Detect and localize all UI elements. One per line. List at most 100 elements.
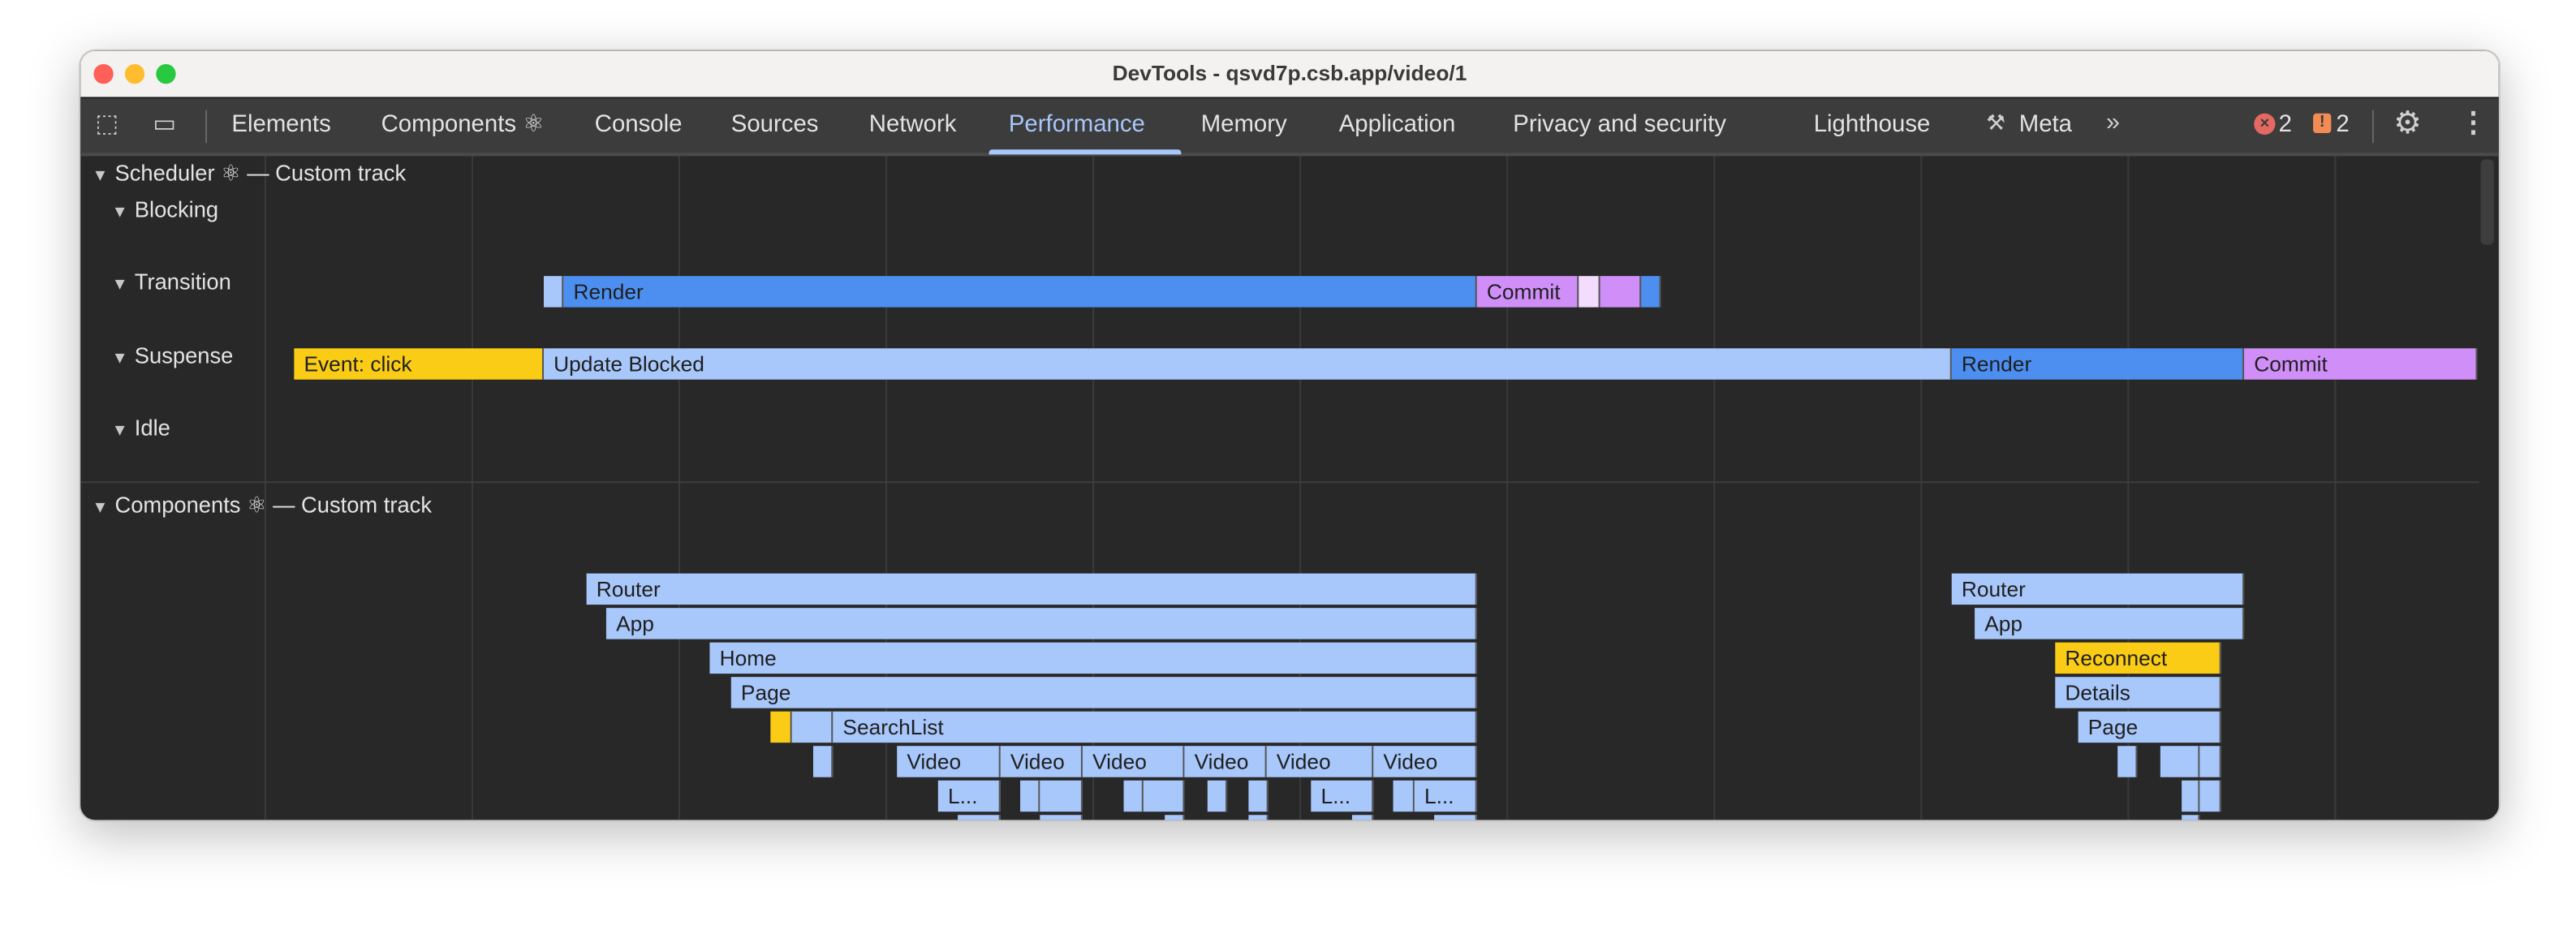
component-video[interactable]: Video [1082, 746, 1185, 777]
component-unnamed[interactable] [1393, 780, 1415, 812]
component-unnamed[interactable] [2182, 780, 2200, 812]
blocking-commit-bar[interactable]: Commit [1476, 276, 1579, 308]
component-unnamed[interactable] [2160, 746, 2200, 777]
blocking-render-bar[interactable]: Render [563, 276, 1477, 308]
components-track-header[interactable]: ▼ Components ⚛ — Custom track [92, 493, 432, 519]
scheduler-track-header[interactable]: ▼ Scheduler ⚛ — Custom track [92, 161, 406, 187]
component-video[interactable]: Video [1184, 746, 1267, 777]
component-unnamed[interactable] [791, 711, 834, 743]
blocking-passive-effects-bar[interactable] [1600, 276, 1642, 308]
blocking-render-bar-2[interactable] [1641, 276, 1661, 308]
component-reconnect[interactable]: Reconnect [2055, 642, 2221, 674]
transition-update-blocked-bar[interactable]: Update Blocked [544, 348, 1952, 380]
component-unnamed[interactable] [1123, 780, 1144, 812]
vertical-scrollbar[interactable] [2480, 159, 2494, 245]
component-app[interactable]: App [605, 608, 1477, 639]
tab-network[interactable]: Network [868, 111, 957, 139]
tab-sources[interactable]: Sources [730, 111, 819, 139]
component-unnamed[interactable] [958, 815, 1001, 820]
meta-tools-icon: ⚒ [1986, 110, 2005, 136]
component-router[interactable]: Router [1951, 573, 2245, 605]
lane-transition[interactable]: ▼ Transition [112, 269, 231, 294]
component-app[interactable]: App [1975, 608, 2245, 639]
tab-meta[interactable]: Meta [2018, 111, 2073, 139]
component-unnamed[interactable] [1040, 780, 1083, 812]
component-unnamed[interactable] [1143, 780, 1185, 812]
expand-triangle-icon: ▼ [111, 204, 128, 222]
component-unnamed[interactable] [1351, 815, 1374, 820]
tab-console[interactable]: Console [594, 111, 683, 139]
expand-triangle-icon: ▼ [92, 499, 109, 518]
transition-event-bar[interactable]: Event: click [294, 348, 545, 380]
warning-icon[interactable]: ! [2313, 113, 2332, 134]
tab-performance[interactable]: Performance [1008, 111, 1145, 139]
warning-count[interactable]: 2 [2336, 111, 2350, 139]
performance-timeline[interactable]: ▼ Scheduler ⚛ — Custom track ▼ Blocking ▼ T… [80, 156, 2499, 820]
component-unnamed[interactable] [1207, 780, 1228, 812]
component-unnamed[interactable] [1165, 815, 1185, 820]
lane-label: Suspense [134, 343, 234, 368]
tab-elements[interactable]: Elements [231, 111, 331, 139]
component-home[interactable]: Home [709, 642, 1477, 674]
transition-commit-bar[interactable]: Commit [2244, 348, 2478, 380]
component-unnamed[interactable] [1434, 815, 1477, 820]
lane-label: Transition [134, 269, 231, 295]
component-truncated[interactable]: L... [1414, 780, 1477, 812]
tab-lighthouse[interactable]: Lighthouse [1813, 111, 1931, 139]
component-searchlist[interactable]: SearchList [833, 711, 1477, 743]
component-unnamed[interactable] [2199, 746, 2221, 777]
track-divider [80, 481, 2479, 484]
component-details[interactable]: Details [2055, 677, 2221, 708]
component-unnamed[interactable] [2182, 815, 2200, 820]
component-video[interactable]: Video [1373, 746, 1477, 777]
devtools-window: DevTools - qsvd7p.csb.app/video/1 ⬚ ▭ El… [79, 49, 2501, 822]
minimize-window-button[interactable] [124, 63, 145, 84]
tab-components[interactable]: Components ⚛ [381, 111, 545, 139]
component-unnamed[interactable] [2199, 780, 2221, 812]
tab-privacy-and-security[interactable]: Privacy and security [1513, 111, 1726, 139]
component-video[interactable]: Video [897, 746, 1001, 777]
title-bar: DevTools - qsvd7p.csb.app/video/1 [80, 50, 2499, 99]
device-toggle-icon[interactable]: ▭ [153, 110, 176, 139]
more-options-icon[interactable]: ⋮ [2459, 106, 2488, 139]
component-router[interactable]: Router [586, 573, 1477, 605]
lane-suspense[interactable]: ▼ Suspense [112, 343, 234, 368]
blocking-update-bar[interactable] [544, 276, 564, 308]
blocking-remaining-effects-bar[interactable] [1579, 276, 1600, 308]
component-unnamed[interactable] [1020, 780, 1040, 812]
component-unnamed[interactable] [812, 746, 834, 777]
inspect-element-icon[interactable]: ⬚ [95, 110, 119, 139]
component-unnamed[interactable] [1248, 780, 1269, 812]
tab-application[interactable]: Application [1338, 111, 1456, 139]
component-truncated[interactable]: L... [1311, 780, 1374, 812]
expand-triangle-icon: ▼ [111, 276, 128, 295]
devtools-tab-bar: ⬚ ▭ Elements Components ⚛ Console Source… [80, 98, 2499, 157]
component-page[interactable]: Page [2078, 711, 2221, 743]
close-window-button[interactable] [93, 63, 114, 84]
error-count[interactable]: 2 [2278, 111, 2292, 139]
component-unnamed[interactable] [1248, 815, 1269, 820]
component-unnamed[interactable] [1040, 815, 1083, 820]
component-video[interactable]: Video [1000, 746, 1083, 777]
lane-blocking[interactable]: ▼ Blocking [112, 197, 218, 222]
settings-icon[interactable]: ⚙ [2393, 106, 2422, 142]
component-suspended[interactable] [770, 711, 792, 743]
error-icon[interactable]: × [2254, 113, 2276, 136]
active-tab-indicator [989, 149, 1182, 155]
expand-triangle-icon: ▼ [111, 422, 128, 441]
track-title: Components ⚛ — Custom track [114, 493, 433, 518]
component-page[interactable]: Page [730, 677, 1477, 708]
divider [205, 110, 208, 144]
more-tabs-icon[interactable]: » [2106, 108, 2120, 137]
window-title: DevTools - qsvd7p.csb.app/video/1 [1112, 60, 1467, 86]
tab-memory[interactable]: Memory [1200, 111, 1287, 139]
zoom-window-button[interactable] [156, 63, 176, 84]
component-unnamed[interactable] [2117, 746, 2138, 777]
expand-triangle-icon: ▼ [111, 350, 128, 368]
expand-triangle-icon: ▼ [92, 167, 109, 186]
transition-render-bar[interactable]: Render [1951, 348, 2245, 380]
lane-idle[interactable]: ▼ Idle [112, 415, 170, 440]
lane-label: Blocking [134, 196, 219, 222]
component-truncated[interactable]: L... [937, 780, 1001, 812]
component-video[interactable]: Video [1266, 746, 1374, 777]
